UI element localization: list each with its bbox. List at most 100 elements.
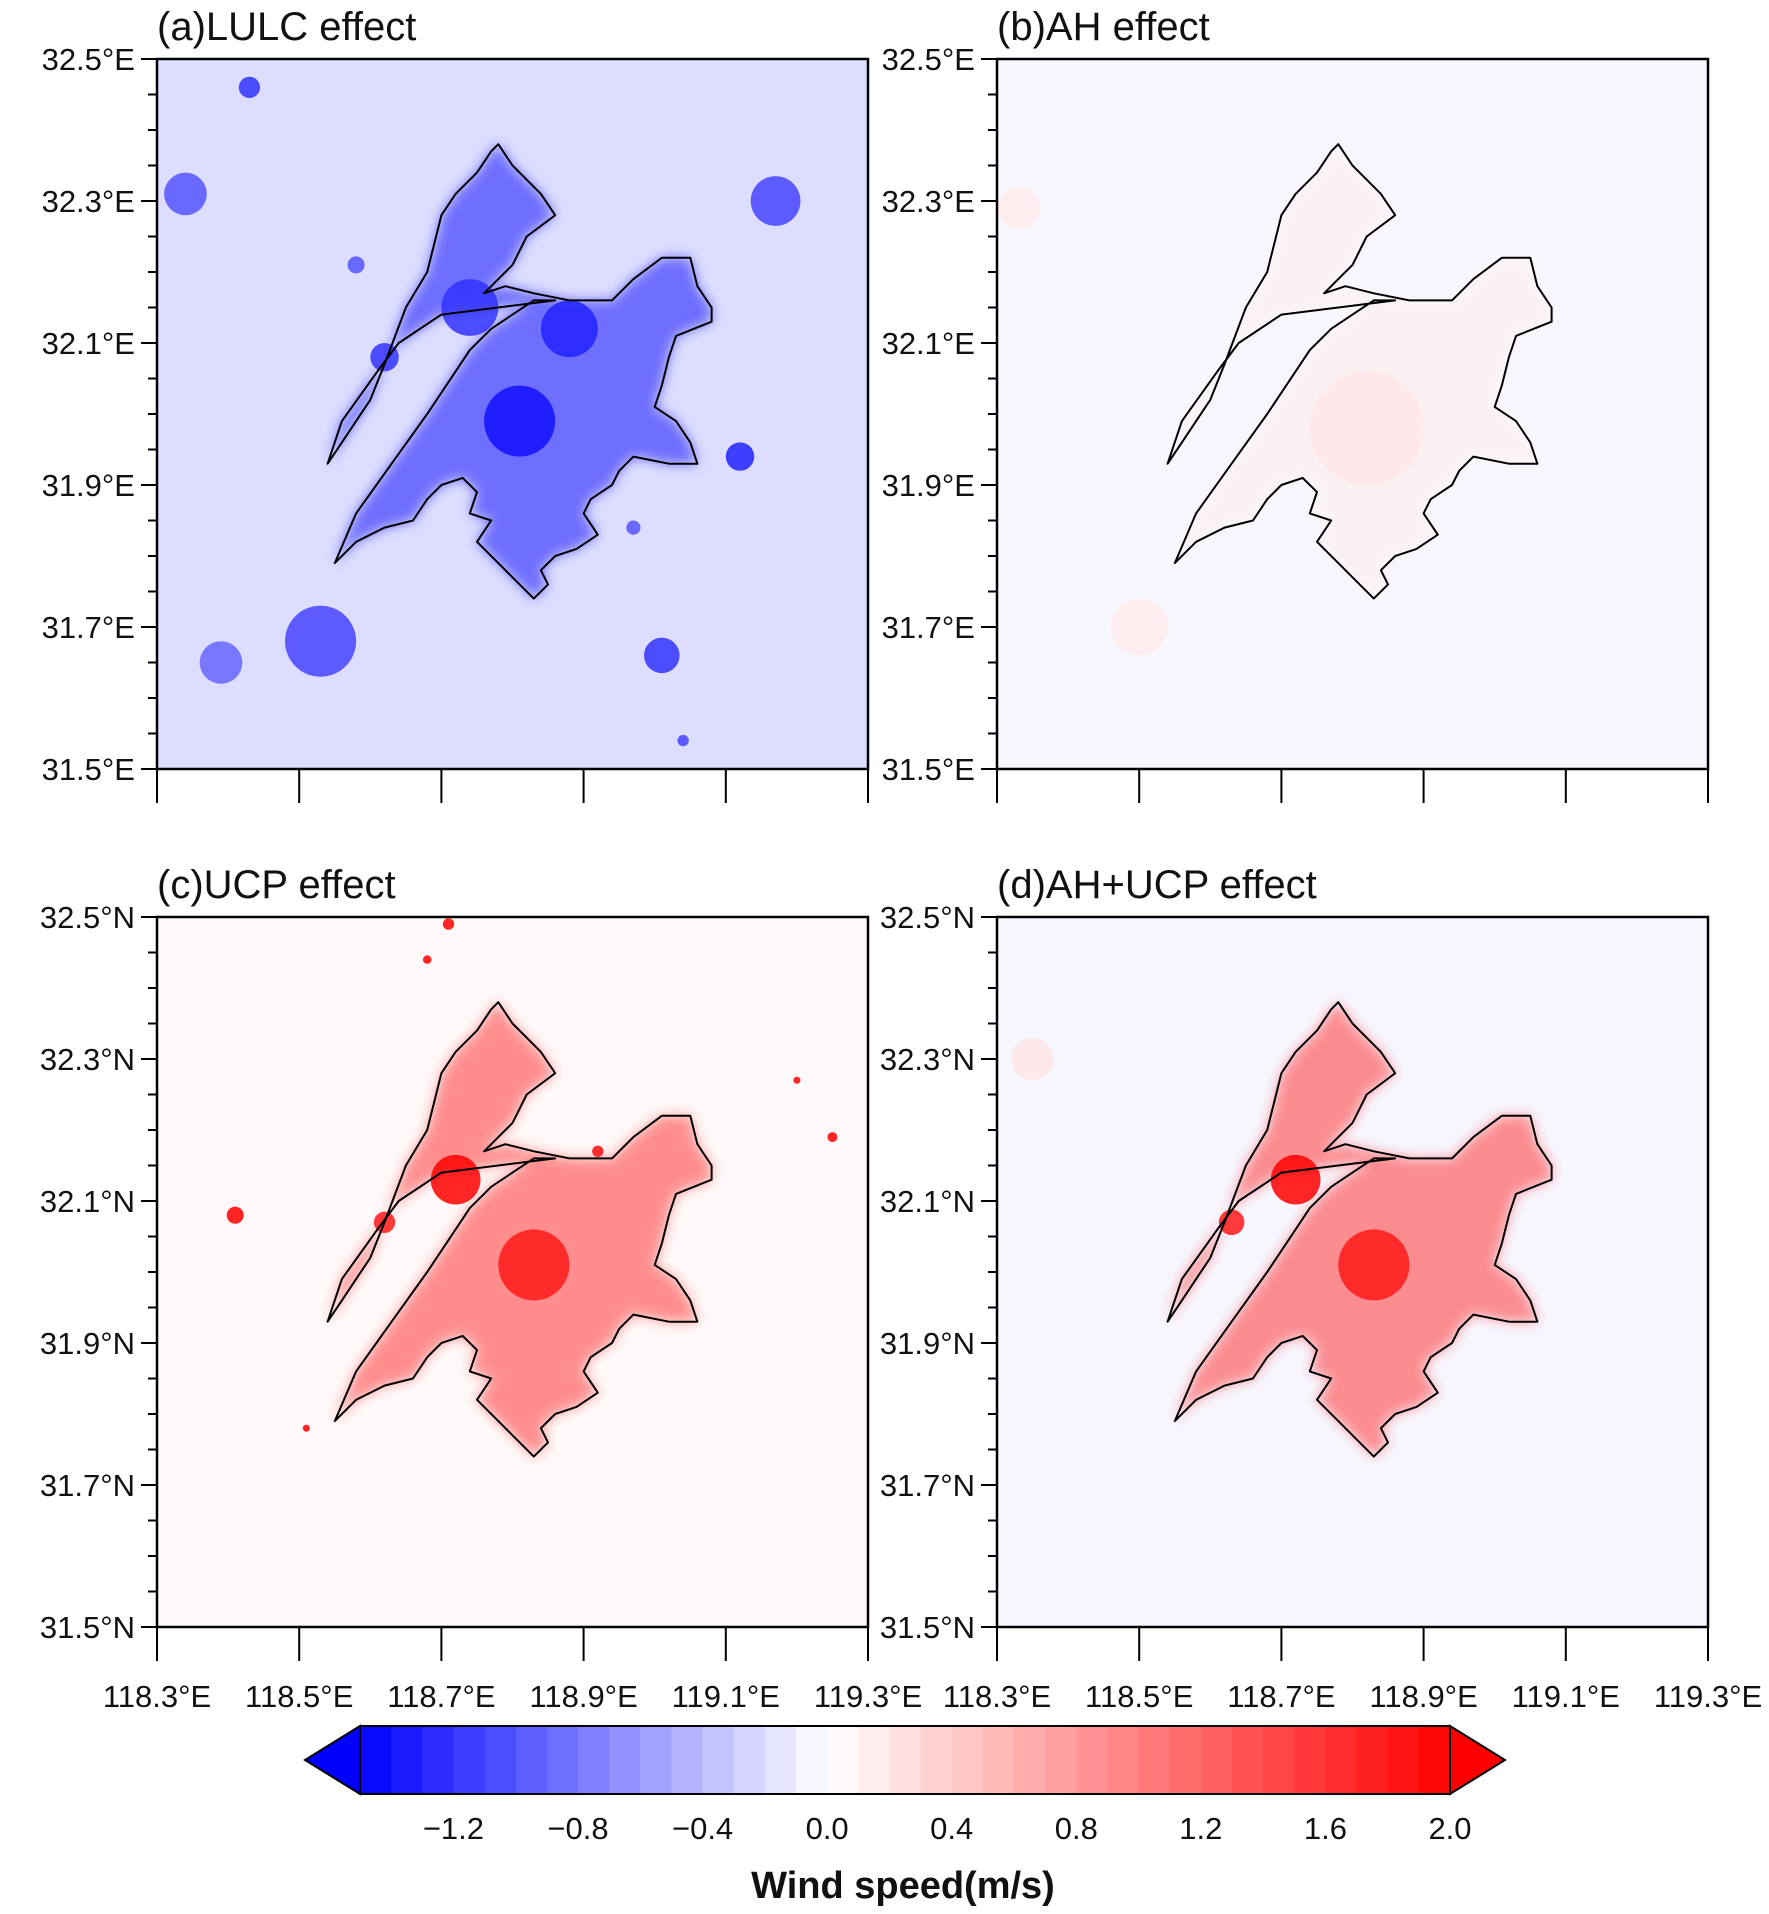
panel-d-x-tick-label: 118.7°E — [1227, 1679, 1335, 1714]
colorbar-cell-5 — [515, 1726, 548, 1794]
panel-a-anomaly-12 — [626, 520, 641, 535]
panel-c-city-boundary — [326, 1001, 713, 1458]
colorbar-cell-13 — [764, 1726, 797, 1794]
colorbar-cell-9 — [640, 1726, 673, 1794]
panel-b-anomaly-0 — [1309, 371, 1424, 486]
colorbar-cell-15 — [827, 1726, 859, 1794]
panel-d-urban-core-field — [1167, 1002, 1552, 1457]
colorbar-extend-min-arrow — [303, 1724, 361, 1796]
colorbar-cell-11 — [702, 1726, 735, 1794]
panel-a-y-tick-label: 31.5°E — [42, 752, 135, 787]
panel-c-x-axis: 118.3°E 118.5°E 118.7°E 118.9°E 119.1°E 119.3… — [103, 1627, 922, 1714]
colorbar-cell-18 — [920, 1726, 953, 1794]
colorbar-cell-27 — [1200, 1726, 1233, 1794]
colorbar-cell-17 — [889, 1726, 922, 1794]
panel-a-y-tick-label: 32.3°E — [42, 184, 135, 219]
colorbar-cell-24 — [1107, 1726, 1140, 1794]
panel-b-city-boundary — [1166, 143, 1553, 600]
panel-c-y-tick-label: 31.7°N — [40, 1468, 135, 1503]
colorbar-cell-29 — [1263, 1726, 1295, 1794]
panel-a-anomaly-13 — [677, 734, 689, 747]
panel-c-anomaly-8 — [302, 1424, 310, 1432]
panel-c-urban-core-field — [327, 1002, 712, 1457]
panel-d-anomaly-1 — [1270, 1154, 1321, 1205]
panel-d-y-tick-label: 31.5°N — [880, 1610, 975, 1645]
colorbar-cell-2 — [422, 1726, 455, 1794]
panel-c-anomaly-9 — [592, 1145, 604, 1157]
panel-a-urban-core-field — [327, 144, 712, 599]
colorbar-cell-31 — [1325, 1726, 1358, 1794]
panel-c-ucp-effect: (c)UCP effect 32.5°N 32.3°N 32.1°N 31.9°N 31… — [40, 863, 922, 1714]
colorbar-cell-34 — [1418, 1726, 1451, 1794]
panel-d-ah-ucp-effect: (d)AH+UCP effect 32.5°N 32.3°N 32.1°N 31.9°… — [880, 863, 1762, 1714]
panel-d-x-tick-label: 118.3°E — [943, 1679, 1051, 1714]
panel-c-anomaly-6 — [827, 1132, 838, 1143]
panel-a-anomaly-7 — [725, 442, 755, 471]
colorbar-cell-32 — [1356, 1726, 1389, 1794]
colorbar-frame — [359, 1725, 1451, 1795]
panel-c-plot-area — [157, 917, 868, 1627]
panel-a-y-tick-label: 32.5°E — [42, 42, 135, 77]
colorbar-tick-label: 0.8 — [1055, 1811, 1098, 1846]
colorbar-cell-1 — [391, 1726, 423, 1794]
colorbar-cell-21 — [1014, 1726, 1046, 1794]
colorbar-cells — [360, 1726, 1451, 1794]
colorbar-cell-4 — [484, 1726, 517, 1794]
panel-d-x-tick-label: 119.1°E — [1512, 1679, 1620, 1714]
panel-c-y-tick-label: 32.1°N — [40, 1184, 135, 1219]
panel-d-title: (d)AH+UCP effect — [997, 863, 1317, 907]
colorbar-cell-23 — [1076, 1726, 1109, 1794]
colorbar-cell-12 — [733, 1726, 766, 1794]
colorbar-cell-0 — [360, 1726, 392, 1794]
panel-d-anomaly-2 — [1218, 1209, 1245, 1236]
panel-c-x-tick-label: 118.3°E — [103, 1679, 211, 1714]
panel-c-x-tick-label: 119.3°E — [814, 1679, 922, 1714]
panel-b-x-axis — [996, 769, 1709, 803]
panel-c-y-axis: 32.5°N 32.3°N 32.1°N 31.9°N 31.7°N 31.5°N — [40, 900, 157, 1645]
panel-c-anomaly-0 — [498, 1229, 570, 1301]
panel-b-y-tick-label: 32.5°E — [882, 42, 975, 77]
colorbar-cell-30 — [1294, 1726, 1327, 1794]
colorbar-cell-33 — [1387, 1726, 1420, 1794]
panel-d-x-tick-label: 118.9°E — [1369, 1679, 1477, 1714]
panel-d-x-tick-label: 118.5°E — [1085, 1679, 1193, 1714]
panel-a-anomaly-6 — [750, 176, 801, 226]
panel-b-y-tick-label: 31.5°E — [882, 752, 975, 787]
panel-c-anomaly-1 — [430, 1154, 481, 1205]
panel-d-plot-area — [997, 917, 1708, 1627]
panel-a-anomaly-11 — [347, 256, 365, 274]
panel-d-anomaly-0 — [1338, 1229, 1410, 1301]
colorbar-cell-26 — [1169, 1726, 1202, 1794]
colorbar-cell-22 — [1045, 1726, 1077, 1794]
panel-c-y-tick-label: 31.9°N — [40, 1326, 135, 1361]
panel-a-y-tick-label: 31.9°E — [42, 468, 135, 503]
colorbar-cell-8 — [609, 1726, 641, 1794]
panel-b-plot-area — [997, 59, 1708, 769]
panel-d-y-tick-label: 32.3°N — [880, 1042, 975, 1077]
panel-a-anomaly-10 — [644, 637, 680, 674]
colorbar-tick-label: 2.0 — [1428, 1811, 1471, 1846]
panel-b-urban-core-field — [1167, 144, 1552, 599]
panel-a-anomaly-5 — [164, 172, 207, 216]
panel-b-title: (b)AH effect — [997, 5, 1210, 49]
panel-a-title: (a)LULC effect — [157, 5, 416, 49]
panel-c-y-tick-label: 31.5°N — [40, 1610, 135, 1645]
panel-b-y-tick-label: 32.1°E — [882, 326, 975, 361]
panel-d-x-axis: 118.3°E 118.5°E 118.7°E 118.9°E 119.1°E 119.3… — [943, 1627, 1762, 1714]
colorbar-cell-25 — [1138, 1726, 1171, 1794]
panel-a-anomaly-4 — [238, 76, 261, 99]
panel-a-anomaly-9 — [199, 641, 243, 684]
panel-c-y-tick-label: 32.5°N — [40, 900, 135, 935]
panel-c-anomaly-5 — [422, 955, 432, 964]
colorbar-tick-label: −0.8 — [547, 1811, 608, 1846]
panel-a-anomaly-8 — [284, 605, 357, 677]
colorbar-cell-20 — [982, 1726, 1015, 1794]
panel-d-y-tick-label: 31.9°N — [880, 1326, 975, 1361]
colorbar-tick-label: 1.2 — [1179, 1811, 1222, 1846]
colorbar-cell-3 — [453, 1726, 486, 1794]
panel-c-x-tick-label: 119.1°E — [672, 1679, 780, 1714]
colorbar: −1.2 −0.8 −0.4 0.0 0.4 0.8 1.2 1.6 2.0 Wind spee… — [303, 1724, 1507, 1907]
panel-c-x-tick-label: 118.5°E — [245, 1679, 353, 1714]
panel-b-ah-effect: (b)AH effect 32.5°E 32.3°E 32.1°E 31.9°E 31.… — [882, 5, 1710, 803]
